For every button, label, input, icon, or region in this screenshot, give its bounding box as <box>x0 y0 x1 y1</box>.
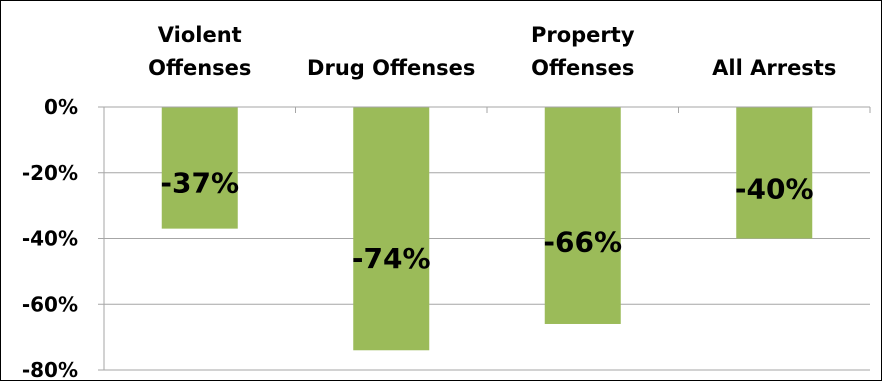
data-label: -66% <box>543 226 622 259</box>
axes <box>98 106 871 371</box>
bar <box>544 107 621 324</box>
bar <box>353 107 430 351</box>
category-label: Offenses <box>531 56 634 80</box>
data-label: -74% <box>352 242 431 275</box>
y-tick-label: -40% <box>22 227 78 251</box>
category-label: Violent <box>158 23 242 47</box>
bar <box>161 107 238 229</box>
category-label: Offenses <box>148 56 251 80</box>
y-tick-label: -20% <box>22 161 78 185</box>
bar <box>736 107 813 239</box>
y-tick-label: 0% <box>44 95 78 119</box>
data-label: -40% <box>735 173 814 206</box>
data-label: -37% <box>160 166 239 199</box>
bars <box>161 107 813 351</box>
category-label: Property <box>531 23 635 47</box>
category-label: All Arrests <box>712 56 836 80</box>
y-tick-label: -60% <box>22 292 78 316</box>
labels: 0% -20% -40% -60% -80% -37% Violent Offenses -74… <box>22 23 837 381</box>
y-tick-label: -80% <box>22 358 78 381</box>
category-label: Drug Offenses <box>307 56 475 80</box>
